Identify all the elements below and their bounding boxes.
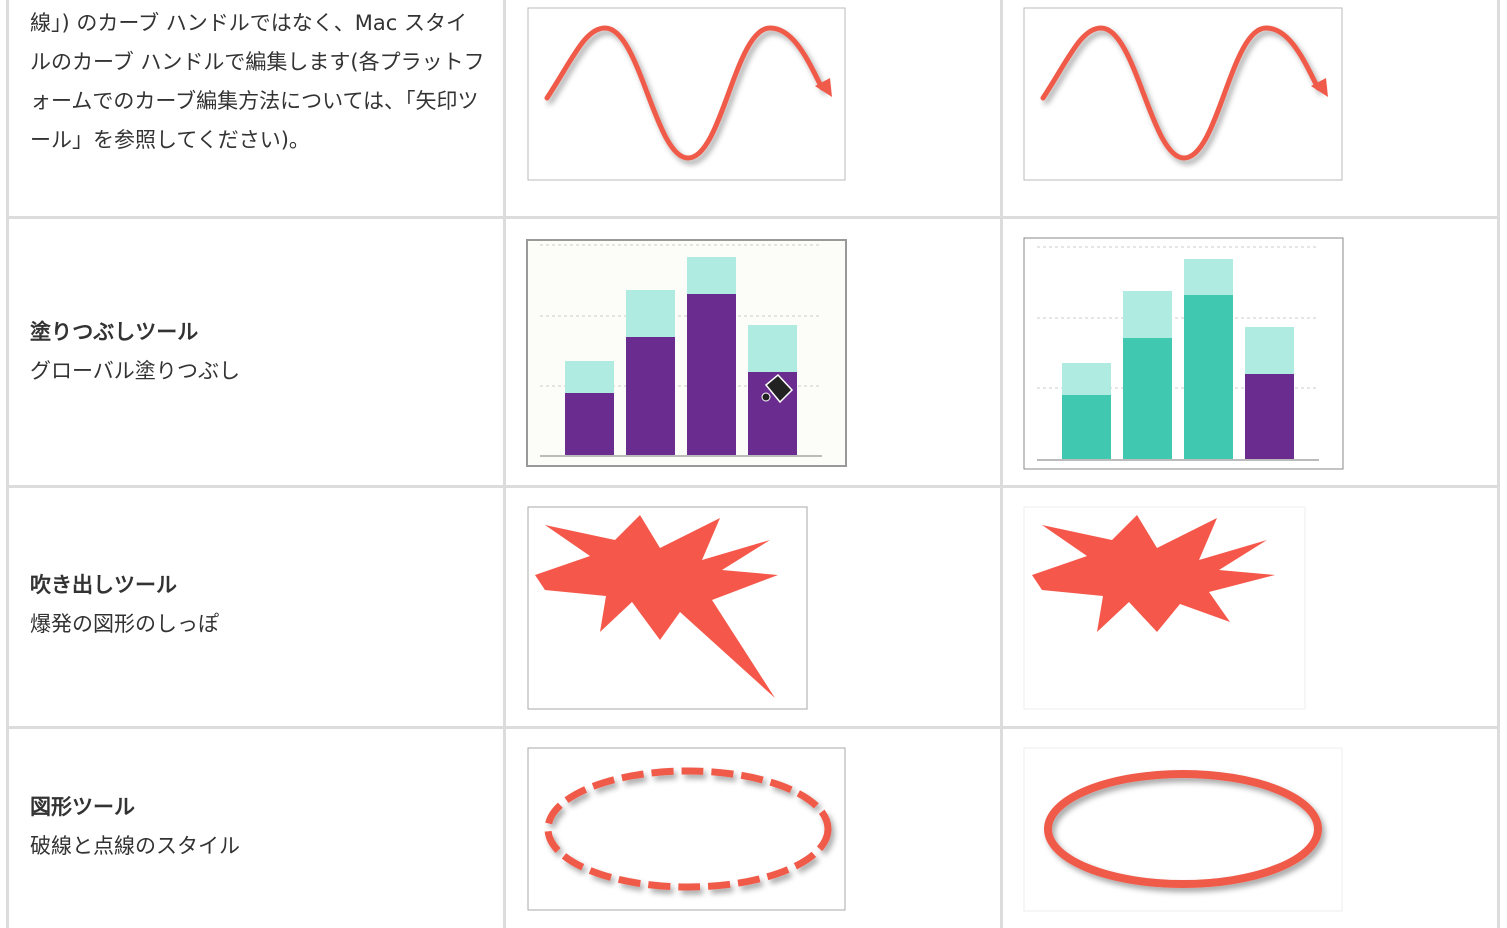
- border: [1000, 0, 1003, 928]
- curve: [544, 25, 1321, 161]
- border: [6, 726, 1500, 729]
- dashed-ellipse: [544, 767, 832, 891]
- explosion: [535, 515, 778, 698]
- tool-title: 吹き出しツール: [30, 573, 177, 597]
- explosion: [1032, 515, 1275, 632]
- bars: [565, 257, 1294, 459]
- border: [6, 216, 1500, 219]
- tool-desc: 爆発の図形のしっぽ: [30, 612, 219, 636]
- cell-content: 吹き出しツール 爆発の図形のしっぽ: [30, 566, 219, 644]
- border: [6, 0, 9, 928]
- solid-ellipse: [1044, 770, 1322, 888]
- arrowhead: [815, 78, 832, 97]
- image-frame: [527, 7, 846, 181]
- tool-desc: グローバル塗りつぶし: [30, 359, 240, 383]
- bucket-icon: [761, 373, 794, 404]
- border: [6, 485, 1500, 488]
- cell-content: 図形ツール 破線と点線のスタイル: [30, 788, 240, 866]
- tool-title: 図形ツール: [30, 795, 135, 819]
- arrowhead: [1311, 78, 1328, 97]
- image-frame: [1023, 7, 1343, 181]
- cell-content: 塗りつぶしツール グローバル塗りつぶし: [30, 313, 240, 391]
- tool-desc: 破線と点線のスタイル: [30, 834, 240, 858]
- border: [503, 0, 506, 928]
- border: [1497, 0, 1500, 928]
- cell-text: 線」) のカーブ ハンドルではなく、Mac スタイルのカーブ ハンドルで編集しま…: [30, 11, 485, 152]
- tool-title: 塗りつぶしツール: [30, 320, 199, 344]
- image-frame: [527, 747, 846, 911]
